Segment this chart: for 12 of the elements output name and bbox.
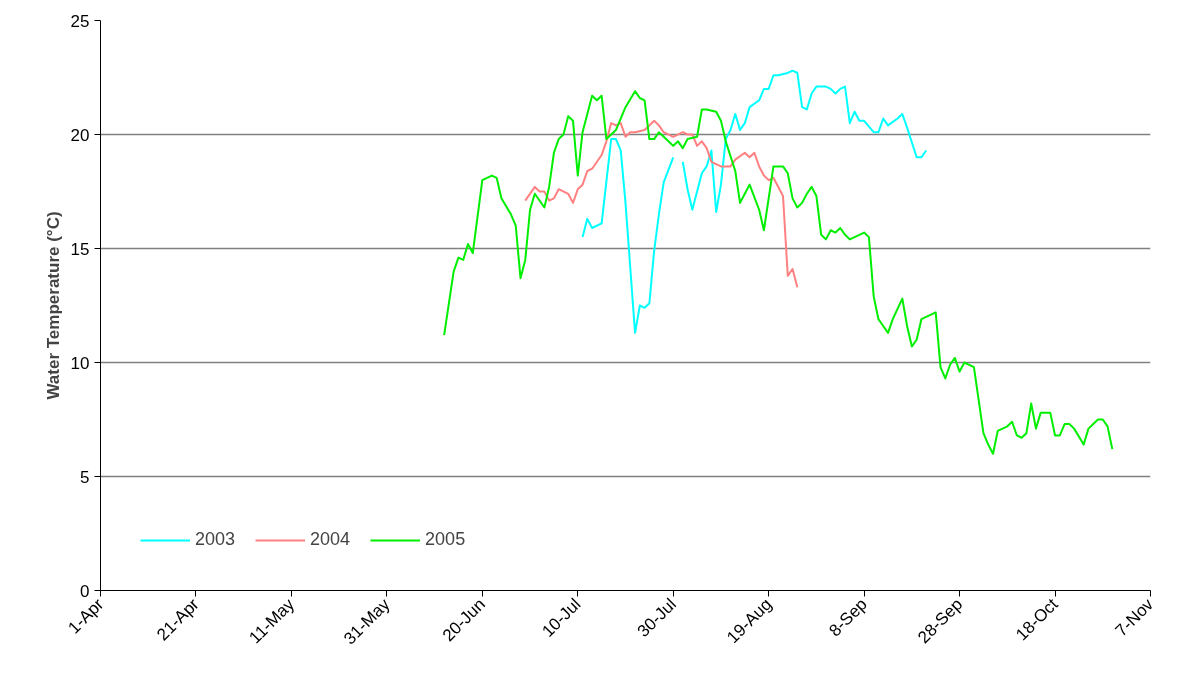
y-tick-label: 10 bbox=[70, 353, 90, 373]
legend-label: 2004 bbox=[310, 529, 351, 550]
line-series bbox=[524, 119, 799, 289]
legend-label: 2005 bbox=[425, 529, 466, 550]
y-tick-label: 0 bbox=[80, 581, 90, 601]
y-tick-label: 5 bbox=[80, 467, 90, 487]
y-tick-label: 15 bbox=[70, 239, 90, 259]
y-tick-label: 25 bbox=[70, 11, 90, 31]
line-series bbox=[443, 90, 1114, 455]
legend-label: 2003 bbox=[195, 529, 236, 550]
y-tick-label: 20 bbox=[70, 125, 90, 145]
y-axis-title: Water Temperature (°C) bbox=[43, 211, 63, 400]
